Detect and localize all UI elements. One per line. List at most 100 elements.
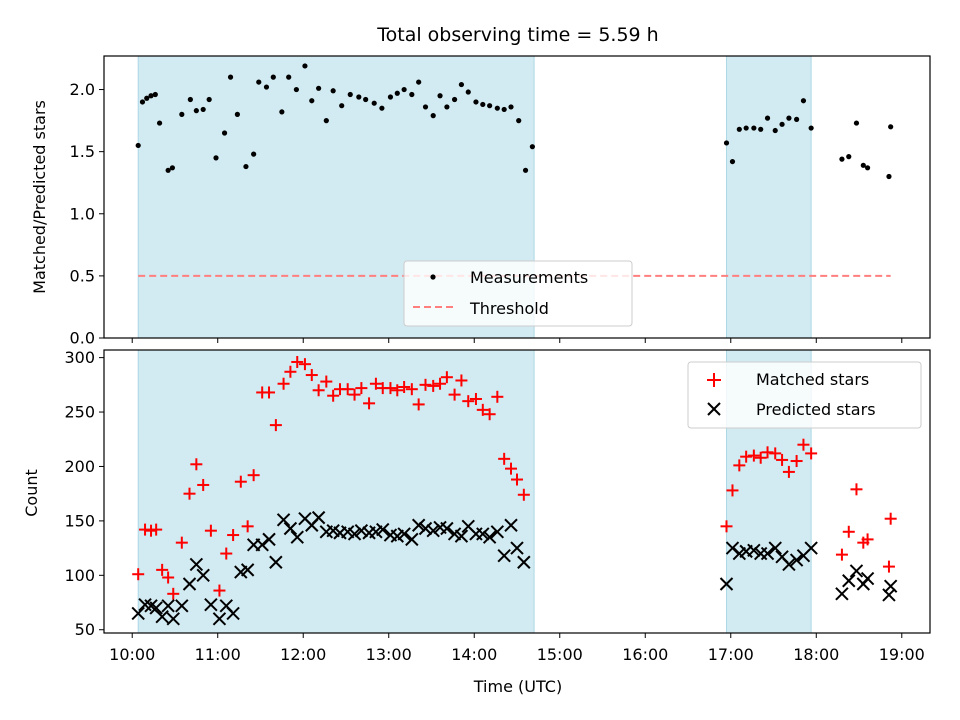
observing-interval-shade — [137, 349, 535, 634]
observing-interval-shade — [725, 55, 812, 339]
matched-star-point — [213, 584, 226, 597]
matched-star-point — [150, 523, 163, 536]
predicted-star-point — [397, 527, 411, 541]
matched-star-point — [197, 478, 210, 491]
predicted-star-point — [269, 555, 283, 569]
predicted-star-point — [426, 523, 440, 538]
y-tick-label: 1.0 — [70, 204, 95, 223]
measurement-point — [743, 125, 749, 131]
measurement-point — [135, 142, 141, 149]
predicted-star-point — [768, 541, 782, 555]
predicted-star-point — [504, 518, 518, 532]
measurement-point — [416, 79, 422, 85]
measurement-point — [371, 100, 377, 106]
matched-star-point — [234, 475, 247, 488]
predicted-star-point — [490, 525, 505, 539]
matched-star-point — [882, 560, 895, 573]
matched-star-point — [183, 487, 196, 500]
measurement-point — [356, 94, 362, 100]
predicted-star-point — [376, 522, 390, 537]
matched-star-point — [782, 465, 795, 478]
measurement-point — [144, 95, 150, 101]
measurement-point — [437, 93, 443, 99]
predicted-star-point — [196, 568, 210, 583]
bottom-legend: Matched stars Predicted stars — [687, 361, 922, 429]
matched-star-point — [277, 377, 290, 390]
measurement-point — [387, 94, 394, 100]
matched-star-point — [269, 419, 282, 432]
measurement-point — [860, 162, 866, 168]
measurement-point — [736, 126, 742, 132]
measurement-point — [243, 163, 249, 170]
matched-star-point — [412, 398, 425, 411]
predicted-star-point — [782, 557, 796, 572]
matched-star-point — [448, 388, 461, 401]
matched-star-point — [167, 587, 180, 600]
measurement-point — [206, 96, 212, 103]
matched-star-point — [369, 377, 382, 390]
predicted-star-point — [835, 587, 849, 601]
matched-star-point — [733, 459, 746, 472]
matched-star-point — [747, 449, 760, 462]
measurement-point — [886, 173, 892, 180]
predicted-star-point — [747, 543, 761, 557]
measurement-point — [309, 98, 315, 104]
matched-star-point — [740, 450, 753, 463]
predicted-star-point — [760, 546, 775, 561]
predicted-star-point — [155, 609, 169, 624]
predicted-star-point — [510, 541, 524, 555]
matched-star-point — [405, 383, 418, 396]
y-tick-label: 250 — [64, 403, 95, 422]
predicted-star-point — [789, 553, 804, 567]
measurement-point — [772, 127, 778, 134]
matched-star-point — [247, 469, 260, 482]
measurement-point — [473, 99, 479, 105]
top-legend: Measurements Threshold — [403, 260, 633, 327]
y-tick-label: 2.0 — [70, 80, 95, 99]
measurement-point — [339, 103, 345, 109]
matched-star-point — [341, 383, 354, 396]
predicted-star-point — [517, 555, 531, 569]
measurement-point — [853, 120, 860, 126]
measurement-point — [193, 108, 199, 114]
predicted-star-points — [131, 510, 898, 626]
measurement-point — [422, 104, 429, 110]
matched-star-point — [298, 358, 311, 371]
matched-star-point — [162, 571, 175, 584]
predicted-star-point — [283, 521, 298, 536]
predicted-star-point — [240, 563, 255, 577]
matched-star-point — [483, 408, 496, 421]
predicted-star-point — [354, 523, 369, 538]
predicted-legend-label: Predicted stars — [756, 400, 876, 419]
measurement-point — [401, 86, 407, 93]
matched-star-point — [327, 389, 340, 402]
measurement-points — [135, 63, 894, 180]
measurement-point — [729, 158, 736, 165]
chart-title: Total observing time = 5.59 h — [376, 24, 658, 46]
measurement-point — [494, 105, 500, 111]
y-tick-label: 0.0 — [70, 329, 95, 348]
matched-star-point — [884, 512, 897, 525]
predicted-star-point — [276, 513, 291, 527]
measurement-point — [723, 140, 730, 146]
measurement-point — [323, 117, 329, 124]
predicted-star-point — [842, 574, 856, 588]
matched-star-point — [462, 395, 475, 408]
measurement-point — [800, 98, 807, 104]
matched-star-point — [505, 462, 518, 475]
matched-star-point — [190, 458, 203, 471]
matched-star-point — [790, 455, 803, 468]
measurement-point — [522, 167, 529, 173]
threshold-legend-label: Threshold — [469, 299, 549, 318]
matched-star-point — [419, 378, 432, 391]
measurement-point — [316, 85, 322, 91]
matched-star-point — [491, 390, 504, 403]
measurement-point — [864, 165, 871, 171]
matched-star-point — [241, 520, 254, 533]
predicted-star-point — [212, 612, 227, 626]
matched-star-point — [434, 377, 447, 390]
predicted-star-point — [418, 521, 433, 536]
matched-star-point — [220, 547, 233, 560]
measurement-point — [263, 84, 270, 90]
